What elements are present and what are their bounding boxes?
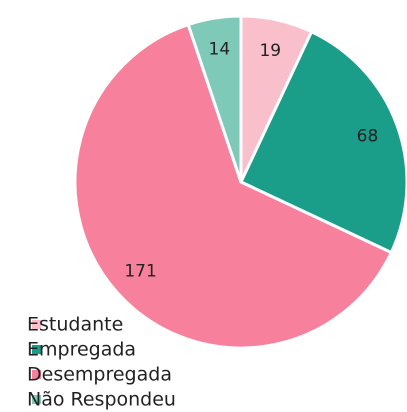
data-label: 171 <box>124 261 156 281</box>
legend-swatch <box>32 395 41 404</box>
legend-swatch <box>32 370 41 379</box>
pie-slice <box>239 29 407 255</box>
data-label: 68 <box>357 126 379 146</box>
legend-label: Estudante <box>27 314 123 336</box>
legend-label: Desempregada <box>27 364 172 386</box>
data-label: 14 <box>209 39 231 59</box>
legend-label: Empregada <box>27 339 136 361</box>
pie-slice <box>73 22 394 350</box>
legend-label: Não Respondeu <box>27 389 176 411</box>
legend-swatch <box>32 320 41 329</box>
pie-slice <box>186 14 243 183</box>
data-label: 19 <box>259 41 281 61</box>
legend-swatch <box>32 345 41 354</box>
